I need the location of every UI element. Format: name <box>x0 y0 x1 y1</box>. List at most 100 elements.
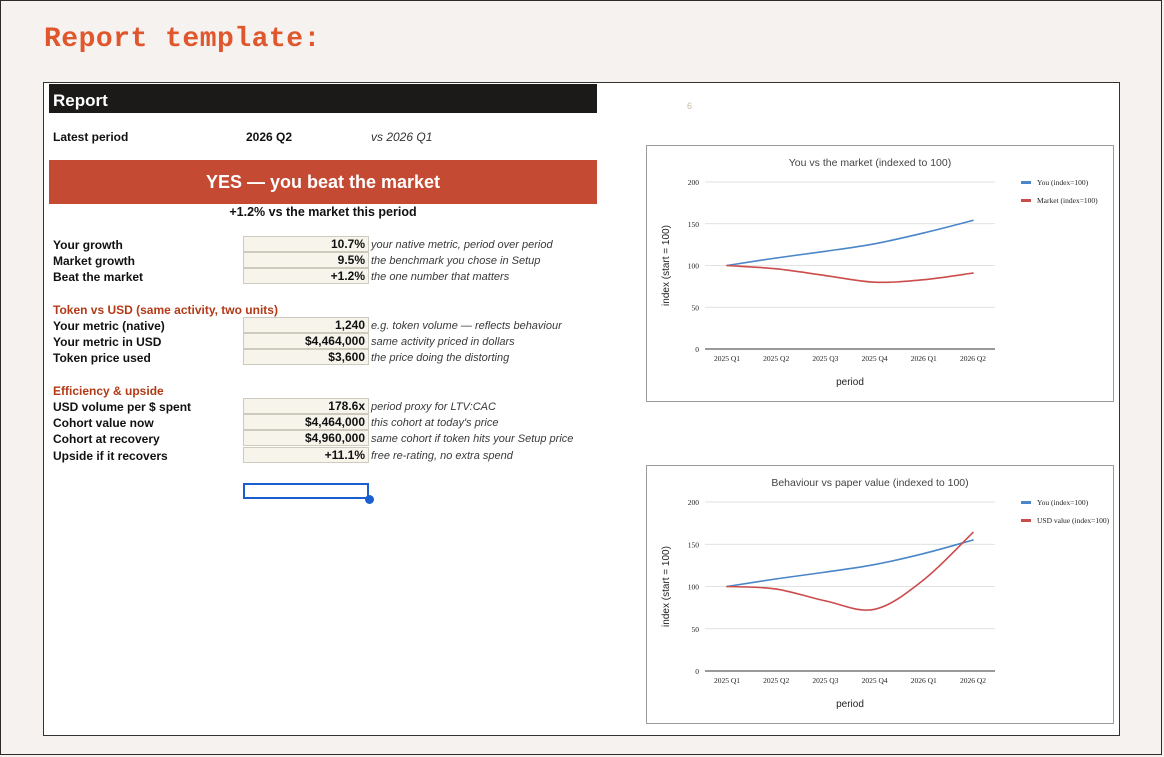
x-axis-label: period <box>836 377 864 388</box>
note-beat-market: the one number that matters <box>371 271 510 283</box>
legend-entry: You (index=100) <box>1037 178 1089 187</box>
latest-period-label: Latest period <box>53 130 129 144</box>
value-cell-token-price[interactable]: $3,600 <box>243 349 369 365</box>
x-tick-label: 2025 Q1 <box>714 354 740 363</box>
note-token-price: the price doing the distorting <box>371 352 510 364</box>
data-point <box>923 552 925 555</box>
data-point <box>824 571 827 573</box>
data-point <box>726 585 728 588</box>
x-tick-label: 2026 Q1 <box>911 354 937 363</box>
data-point <box>726 264 728 267</box>
chart-you-vs-market[interactable]: You vs the market (indexed to 100) 0 50 100… <box>646 145 1114 402</box>
x-tick-label: 2025 Q3 <box>812 354 838 363</box>
value-cell-upside[interactable]: +11.1% <box>243 447 369 463</box>
data-point <box>972 531 974 534</box>
data-point <box>972 272 974 274</box>
series-line-1 <box>726 264 974 284</box>
x-tick-label: 2025 Q2 <box>763 676 789 685</box>
value-cell-metric-usd[interactable]: $4,464,000 <box>243 333 369 349</box>
value-cell-cohort-recovery[interactable]: $4,960,000 <box>243 430 369 446</box>
data-point <box>824 600 827 602</box>
y-tick-label: 100 <box>688 262 700 271</box>
x-tick-label: 2025 Q3 <box>812 676 838 685</box>
data-point <box>923 578 925 581</box>
value-cell-beat-market[interactable]: +1.2% <box>243 268 369 284</box>
y-tick-label: 0 <box>695 345 699 354</box>
legend-entry: You (index=100) <box>1037 498 1089 507</box>
verdict-banner: YES — you beat the market <box>49 160 597 204</box>
note-cohort-recovery: same cohort if token hits your Setup pri… <box>371 433 574 445</box>
row-label-beat-market: Beat the market <box>53 270 144 284</box>
selected-cell[interactable] <box>243 483 369 499</box>
y-tick-label: 50 <box>692 303 700 312</box>
data-point <box>824 274 827 277</box>
data-point <box>873 563 876 566</box>
spreadsheet: Report 6 Latest period 2026 Q2 vs 2026 Q… <box>43 82 1120 736</box>
data-point <box>972 539 974 541</box>
data-point <box>824 250 827 253</box>
data-point <box>775 578 777 580</box>
data-point <box>923 278 925 281</box>
fill-handle[interactable] <box>365 495 374 504</box>
section-title-token-usd: Token vs USD (same activity, two units) <box>53 303 278 317</box>
legend-swatch <box>1021 181 1031 184</box>
value-cell-your-growth[interactable]: 10.7% <box>243 236 369 252</box>
data-point <box>923 232 925 234</box>
x-tick-label: 2026 Q1 <box>911 676 937 685</box>
note-metric-usd: same activity priced in dollars <box>371 336 515 348</box>
verdict-subtitle: +1.2% vs the market this period <box>229 205 417 219</box>
chart-title: You vs the market (indexed to 100) <box>789 157 951 169</box>
data-point <box>775 268 777 270</box>
legend-entry: Market (index=100) <box>1037 196 1098 205</box>
series-line-0 <box>726 219 974 267</box>
data-point <box>873 242 876 245</box>
latest-period-value[interactable]: 2026 Q2 <box>246 130 293 144</box>
note-upside: free re-rating, no extra spend <box>371 450 513 462</box>
row-label-token-price: Token price used <box>53 351 151 365</box>
x-tick-label: 2025 Q1 <box>714 676 740 685</box>
legend-swatch <box>1021 501 1031 504</box>
x-tick-label: 2025 Q4 <box>862 354 888 363</box>
data-point <box>873 608 876 611</box>
section-title-efficiency: Efficiency & upside <box>53 384 164 398</box>
chart-svg: Behaviour vs paper value (indexed to 100… <box>661 477 1110 710</box>
chart-behaviour-vs-paper[interactable]: Behaviour vs paper value (indexed to 100… <box>646 465 1114 724</box>
data-point <box>873 281 876 283</box>
y-tick-label: 200 <box>688 498 700 507</box>
row-label-metric-native: Your metric (native) <box>53 319 165 333</box>
row-label-metric-usd: Your metric in USD <box>53 335 162 349</box>
series-line-1 <box>726 531 974 611</box>
series-line-0 <box>726 539 974 588</box>
note-metric-native: e.g. token volume — reflects behaviour <box>371 320 562 332</box>
legend-swatch <box>1021 199 1031 202</box>
note-usd-per-spent: period proxy for LTV:CAC <box>371 401 496 413</box>
x-axis-label: period <box>836 699 864 710</box>
x-tick-label: 2026 Q2 <box>960 354 986 363</box>
data-point <box>972 219 974 222</box>
chart-svg: You vs the market (indexed to 100) 0 50 100… <box>661 157 1098 388</box>
value-cell-metric-native[interactable]: 1,240 <box>243 317 369 333</box>
y-tick-label: 150 <box>688 540 700 549</box>
y-axis-label: index (start = 100) <box>661 225 672 306</box>
y-axis-label: index (start = 100) <box>661 546 672 627</box>
note-market-growth: the benchmark you chose in Setup <box>371 255 541 267</box>
data-point <box>775 588 777 590</box>
page-heading: Report template: <box>44 24 321 55</box>
row-label-usd-per-spent: USD volume per $ spent <box>53 400 192 414</box>
value-cell-market-growth[interactable]: 9.5% <box>243 252 369 268</box>
legend-swatch <box>1021 519 1031 522</box>
note-cohort-now: this cohort at today's price <box>371 417 499 429</box>
y-tick-label: 100 <box>688 583 700 592</box>
value-cell-cohort-now[interactable]: $4,464,000 <box>243 414 369 430</box>
chart-title: Behaviour vs paper value (indexed to 100… <box>771 477 968 489</box>
y-tick-label: 0 <box>695 667 699 676</box>
row-label-cohort-recovery: Cohort at recovery <box>53 432 160 446</box>
y-tick-label: 200 <box>688 178 700 187</box>
y-tick-label: 150 <box>688 220 700 229</box>
value-cell-usd-per-spent[interactable]: 178.6x <box>243 398 369 414</box>
note-your-growth: your native metric, period over period <box>371 239 553 251</box>
legend-entry: USD value (index=100) <box>1037 516 1110 525</box>
x-tick-label: 2025 Q2 <box>763 354 789 363</box>
row-label-market-growth: Market growth <box>53 254 136 268</box>
